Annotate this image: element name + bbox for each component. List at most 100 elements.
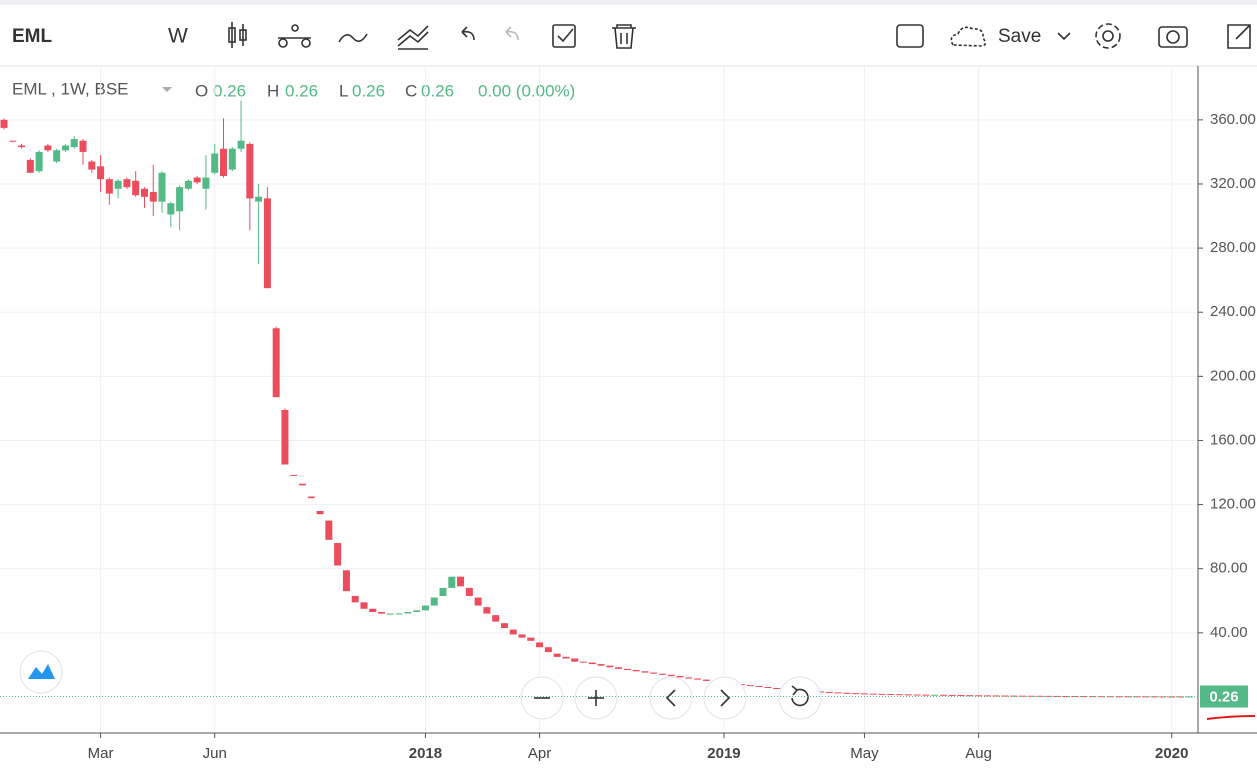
candle-body — [1185, 696, 1193, 698]
toolbar-icons[interactable] — [228, 22, 1251, 50]
close-label: C — [405, 81, 417, 100]
candle-body — [1159, 696, 1167, 698]
candle-body — [386, 613, 394, 615]
candle-body — [966, 695, 974, 697]
candle-body — [202, 177, 210, 189]
y-tick-label: 80.00 — [1210, 560, 1248, 577]
dropdown-arrow[interactable] — [162, 87, 172, 92]
last-price-label: 0.26 — [1209, 688, 1238, 705]
interval[interactable]: W — [168, 25, 188, 48]
low-value: 0.26 — [352, 81, 385, 100]
candle-body — [623, 668, 631, 671]
candle-body — [61, 145, 69, 151]
candle-body — [615, 667, 623, 669]
candle-body — [299, 483, 307, 486]
candle-body — [579, 661, 587, 663]
candle-body — [263, 198, 271, 289]
candle-body — [439, 587, 447, 596]
legend: EML , 1W, BSE O 0.26 H 0.26 L 0.26 C 0.2… — [12, 79, 575, 100]
candle-body — [255, 196, 263, 202]
candle-body — [79, 140, 87, 152]
nav-buttons[interactable] — [520, 676, 822, 720]
candle-body — [860, 693, 868, 695]
candle-body — [1010, 695, 1018, 697]
candle-body — [887, 694, 895, 696]
candle-body — [1001, 695, 1009, 697]
candle-body — [500, 623, 508, 629]
candle-body — [176, 187, 184, 212]
logo[interactable] — [19, 650, 63, 694]
grid — [0, 66, 1198, 733]
candle-body — [378, 611, 386, 614]
y-tick-label: 320.00 — [1210, 175, 1256, 192]
candle-body — [948, 694, 956, 696]
candle-body — [272, 328, 280, 398]
candle-body — [114, 180, 122, 189]
candle-body — [650, 672, 658, 674]
close-value: 0.26 — [421, 81, 454, 100]
candle-body — [1168, 696, 1176, 698]
candle-body — [149, 191, 157, 202]
candle-body — [1018, 695, 1026, 697]
candle-body — [957, 695, 965, 697]
candle-body — [527, 637, 535, 641]
candle-body — [88, 161, 96, 170]
x-tick-label: 2020 — [1155, 745, 1188, 762]
candle-body — [1133, 696, 1141, 698]
candle-body — [44, 145, 52, 151]
candle-body — [421, 605, 429, 611]
candle-body — [430, 597, 438, 606]
candle-body — [395, 613, 403, 615]
candle-body — [158, 172, 166, 202]
candle-body — [1177, 696, 1185, 698]
x-tick-label: Aug — [965, 745, 992, 762]
save-button[interactable]: Save — [998, 26, 1041, 47]
candle-body — [465, 587, 473, 596]
candle-body — [588, 662, 596, 665]
candle-body — [764, 686, 772, 688]
candle-body — [571, 658, 579, 662]
candle-body — [975, 695, 983, 697]
candle-body — [702, 679, 710, 681]
candle-body — [843, 692, 851, 694]
candle-body — [1071, 696, 1079, 698]
candle-body — [140, 188, 148, 197]
candle-body — [676, 676, 684, 678]
candle-body — [413, 610, 421, 612]
candle-body — [211, 153, 219, 173]
symbol[interactable]: EML — [12, 26, 53, 47]
candle-body — [105, 179, 113, 194]
candle-body — [1141, 696, 1149, 698]
high-value: 0.26 — [285, 81, 318, 100]
x-tick-label: 2018 — [409, 745, 442, 762]
candle-body — [0, 119, 8, 128]
candle-body — [325, 520, 333, 540]
candle-body — [404, 611, 412, 614]
candle-body — [896, 694, 904, 696]
candle-body — [1045, 695, 1053, 697]
candle-body — [597, 664, 605, 666]
candle-body — [536, 642, 544, 648]
x-tick-label: May — [850, 745, 879, 762]
candle-body — [483, 607, 491, 614]
candle-body — [939, 694, 947, 696]
y-tick-label: 280.00 — [1210, 239, 1256, 256]
candle-body — [562, 656, 570, 659]
y-tick-label: 160.00 — [1210, 431, 1256, 448]
candle-body — [1036, 695, 1044, 697]
y-tick-label: 200.00 — [1210, 367, 1256, 384]
candle-body — [913, 694, 921, 696]
candle-body — [544, 647, 552, 653]
candle-body — [228, 148, 236, 170]
candle-body — [184, 180, 192, 189]
candle-body — [360, 602, 368, 609]
candle-body — [369, 608, 377, 612]
candle-body — [659, 673, 666, 675]
candle-body — [9, 140, 17, 142]
y-tick-label: 120.00 — [1210, 496, 1256, 513]
y-tick-label: 40.00 — [1210, 624, 1248, 641]
candle-body — [281, 409, 289, 465]
x-tick-label: 2019 — [707, 745, 740, 762]
legend-title: EML , 1W, BSE — [12, 79, 129, 98]
candle-body — [931, 694, 939, 696]
